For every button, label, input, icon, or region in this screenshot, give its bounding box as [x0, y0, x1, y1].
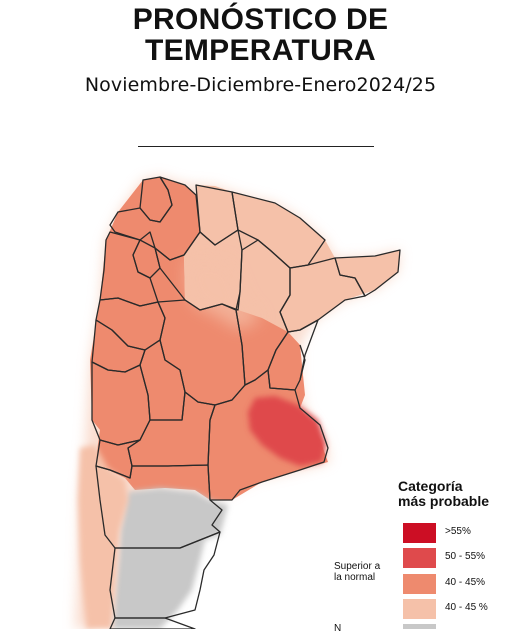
- legend-item-40-45-light: 40 - 45 %: [403, 599, 513, 621]
- map-subtitle: Noviembre-Diciembre-Enero2024/25: [84, 74, 437, 96]
- legend-swatch: [403, 548, 436, 568]
- province-borders: [91, 176, 401, 629]
- legend-label: 50 - 55%: [445, 551, 486, 562]
- legend-item-normal: [403, 624, 513, 629]
- region-normal-south: [112, 488, 228, 629]
- legend-title-line-2: más probable: [398, 493, 490, 509]
- legend-item-gt55: >55%: [403, 523, 513, 545]
- border-entre-rios: [267, 319, 319, 391]
- legend-title: Categoría más probable: [398, 479, 518, 509]
- region-light-band: [186, 258, 262, 330]
- legend-label: 40 - 45%: [445, 577, 486, 588]
- title-line-1: PRONÓSTICO DE: [132, 3, 389, 36]
- legend-group-superior-line-2: la normal: [334, 572, 376, 583]
- legend-label: >55%: [445, 526, 471, 537]
- legend-item-50-55: 50 - 55%: [403, 548, 513, 570]
- coast-accent: [299, 344, 306, 381]
- legend-swatch: [403, 574, 436, 594]
- legend-group-superior-line-1: Superior a: [334, 561, 381, 572]
- border-santa-cruz: [109, 617, 196, 629]
- border-rio-negro: [95, 464, 223, 549]
- map-title: PRONÓSTICO DE TEMPERATURA: [0, 4, 521, 66]
- legend-swatch: [403, 599, 436, 619]
- legend-title-line-1: Categoría: [398, 478, 463, 494]
- legend-item-40-45: 40 - 45%: [403, 574, 513, 596]
- legend-swatch: [403, 624, 436, 629]
- region-light-west-patagonia: [78, 445, 128, 629]
- legend-swatch: [403, 523, 436, 543]
- border-chubut: [109, 531, 221, 619]
- title-line-2: TEMPERATURA: [144, 34, 377, 67]
- title-divider: [138, 146, 374, 147]
- legend-group-superior: Superior a la normal: [334, 561, 380, 583]
- legend-label: 40 - 45 %: [445, 602, 488, 613]
